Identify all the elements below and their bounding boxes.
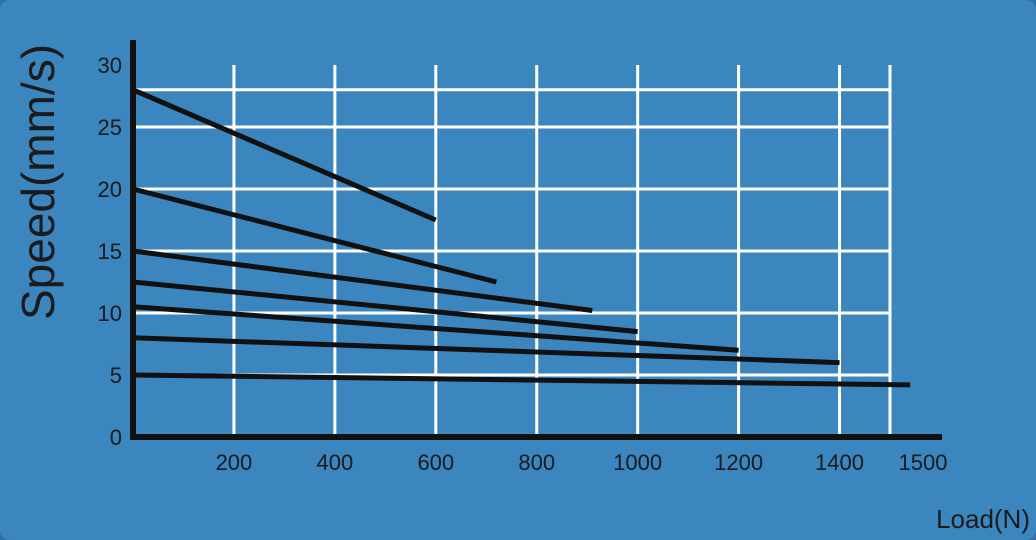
x-tick-label: 1400	[815, 450, 864, 475]
x-tick-label: 400	[317, 450, 354, 475]
y-tick-label: 15	[98, 239, 122, 264]
y-tick-label: 10	[98, 301, 122, 326]
x-tick-label: 800	[518, 450, 555, 475]
y-tick-label: 30	[98, 53, 122, 78]
x-tick-label: 1500	[899, 450, 948, 475]
series-line-6	[132, 335, 840, 366]
series-line-7	[132, 372, 911, 388]
y-tick-label: 20	[98, 177, 122, 202]
y-axis-title: Speed(mm/s)	[12, 44, 64, 320]
y-tick-labels: 0 5 10 15 20 25 30	[98, 53, 122, 450]
series-line-5	[132, 304, 739, 353]
x-tick-label: 200	[216, 450, 253, 475]
series-lines	[132, 87, 911, 388]
x-tick-label: 1000	[613, 450, 662, 475]
grid	[133, 65, 892, 437]
y-tick-label: 5	[110, 363, 122, 388]
x-tick-label: 1200	[714, 450, 763, 475]
series-line-1	[132, 87, 437, 223]
x-tick-labels: 200 400 600 800 1000 1200 1400 1500	[216, 450, 948, 475]
series-line-4	[132, 279, 638, 335]
x-axis-title: Load(N)	[936, 504, 1030, 534]
axes	[130, 40, 942, 440]
x-tick-label: 600	[417, 450, 454, 475]
series-line-2	[132, 186, 497, 285]
y-tick-label: 25	[98, 115, 122, 140]
series-line-3	[132, 248, 593, 313]
y-tick-label: 0	[110, 425, 122, 450]
